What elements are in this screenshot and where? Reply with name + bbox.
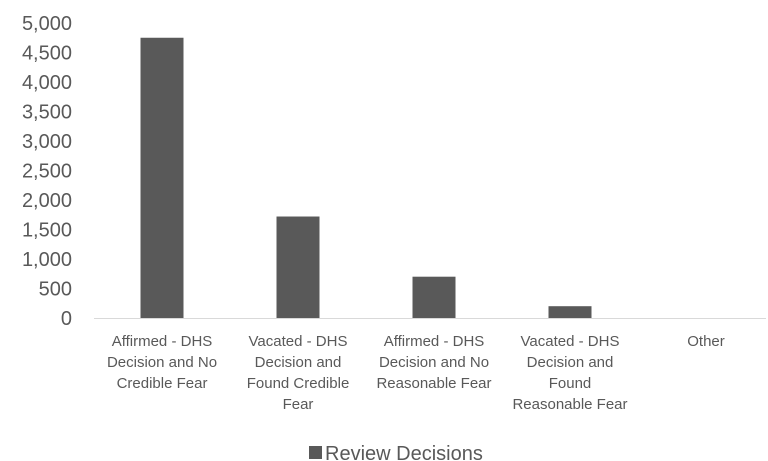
x-tick-label-line: Decision and No (379, 354, 489, 371)
y-tick-label: 2,500 (22, 161, 72, 183)
x-tick-label-line: Fear (283, 396, 314, 413)
x-tick-label-line: Decision and (527, 354, 614, 371)
bar (412, 276, 456, 318)
bar (276, 216, 320, 318)
x-tick-label: Other (687, 333, 725, 350)
x-tick-label-line: Affirmed - DHS (112, 333, 213, 350)
legend: Review Decisions (309, 443, 483, 461)
x-tick-label: Vacated - DHS Decision and Found Reasonable… (512, 333, 627, 413)
legend-swatch (309, 446, 322, 459)
y-tick-label: 3,500 (22, 102, 72, 124)
x-tick-label-line: Found (549, 375, 592, 392)
x-axis-labels: Affirmed - DHS Decision and No Credible Fe… (107, 333, 725, 413)
x-tick-label-line: Found Credible (247, 375, 350, 392)
bar (548, 306, 592, 318)
x-tick-label-line: Decision and No (107, 354, 217, 371)
x-tick-label-line: Other (687, 333, 725, 350)
y-tick-label: 4,500 (22, 43, 72, 65)
x-tick-label-line: Affirmed - DHS (384, 333, 485, 350)
bars (140, 37, 592, 318)
x-tick-label-line: Vacated - DHS (249, 333, 348, 350)
x-tick-label: Affirmed - DHS Decision and No Credible Fe… (107, 333, 217, 392)
x-tick-label: Affirmed - DHS Decision and No Reasonable … (376, 333, 491, 392)
x-tick-label-line: Decision and (255, 354, 342, 371)
y-tick-label: 4,000 (22, 72, 72, 94)
y-tick-label: 1,500 (22, 220, 72, 242)
legend-label: Review Decisions (325, 443, 483, 461)
bar (140, 37, 184, 318)
x-tick-label: Vacated - DHS Decision and Found Credible F… (247, 333, 350, 413)
y-tick-label: 0 (61, 308, 72, 330)
y-axis-ticks: 0 500 1,000 1,500 2,000 2,500 3,000 3,500 4,000 4… (22, 13, 72, 330)
y-tick-label: 3,000 (22, 131, 72, 153)
y-tick-label: 500 (39, 279, 72, 301)
y-tick-label: 5,000 (22, 13, 72, 35)
y-tick-label: 2,000 (22, 190, 72, 212)
y-tick-label: 1,000 (22, 249, 72, 271)
x-tick-label-line: Credible Fear (117, 375, 208, 392)
x-tick-label-line: Vacated - DHS (521, 333, 620, 350)
x-tick-label-line: Reasonable Fear (376, 375, 491, 392)
x-tick-label-line: Reasonable Fear (512, 396, 627, 413)
